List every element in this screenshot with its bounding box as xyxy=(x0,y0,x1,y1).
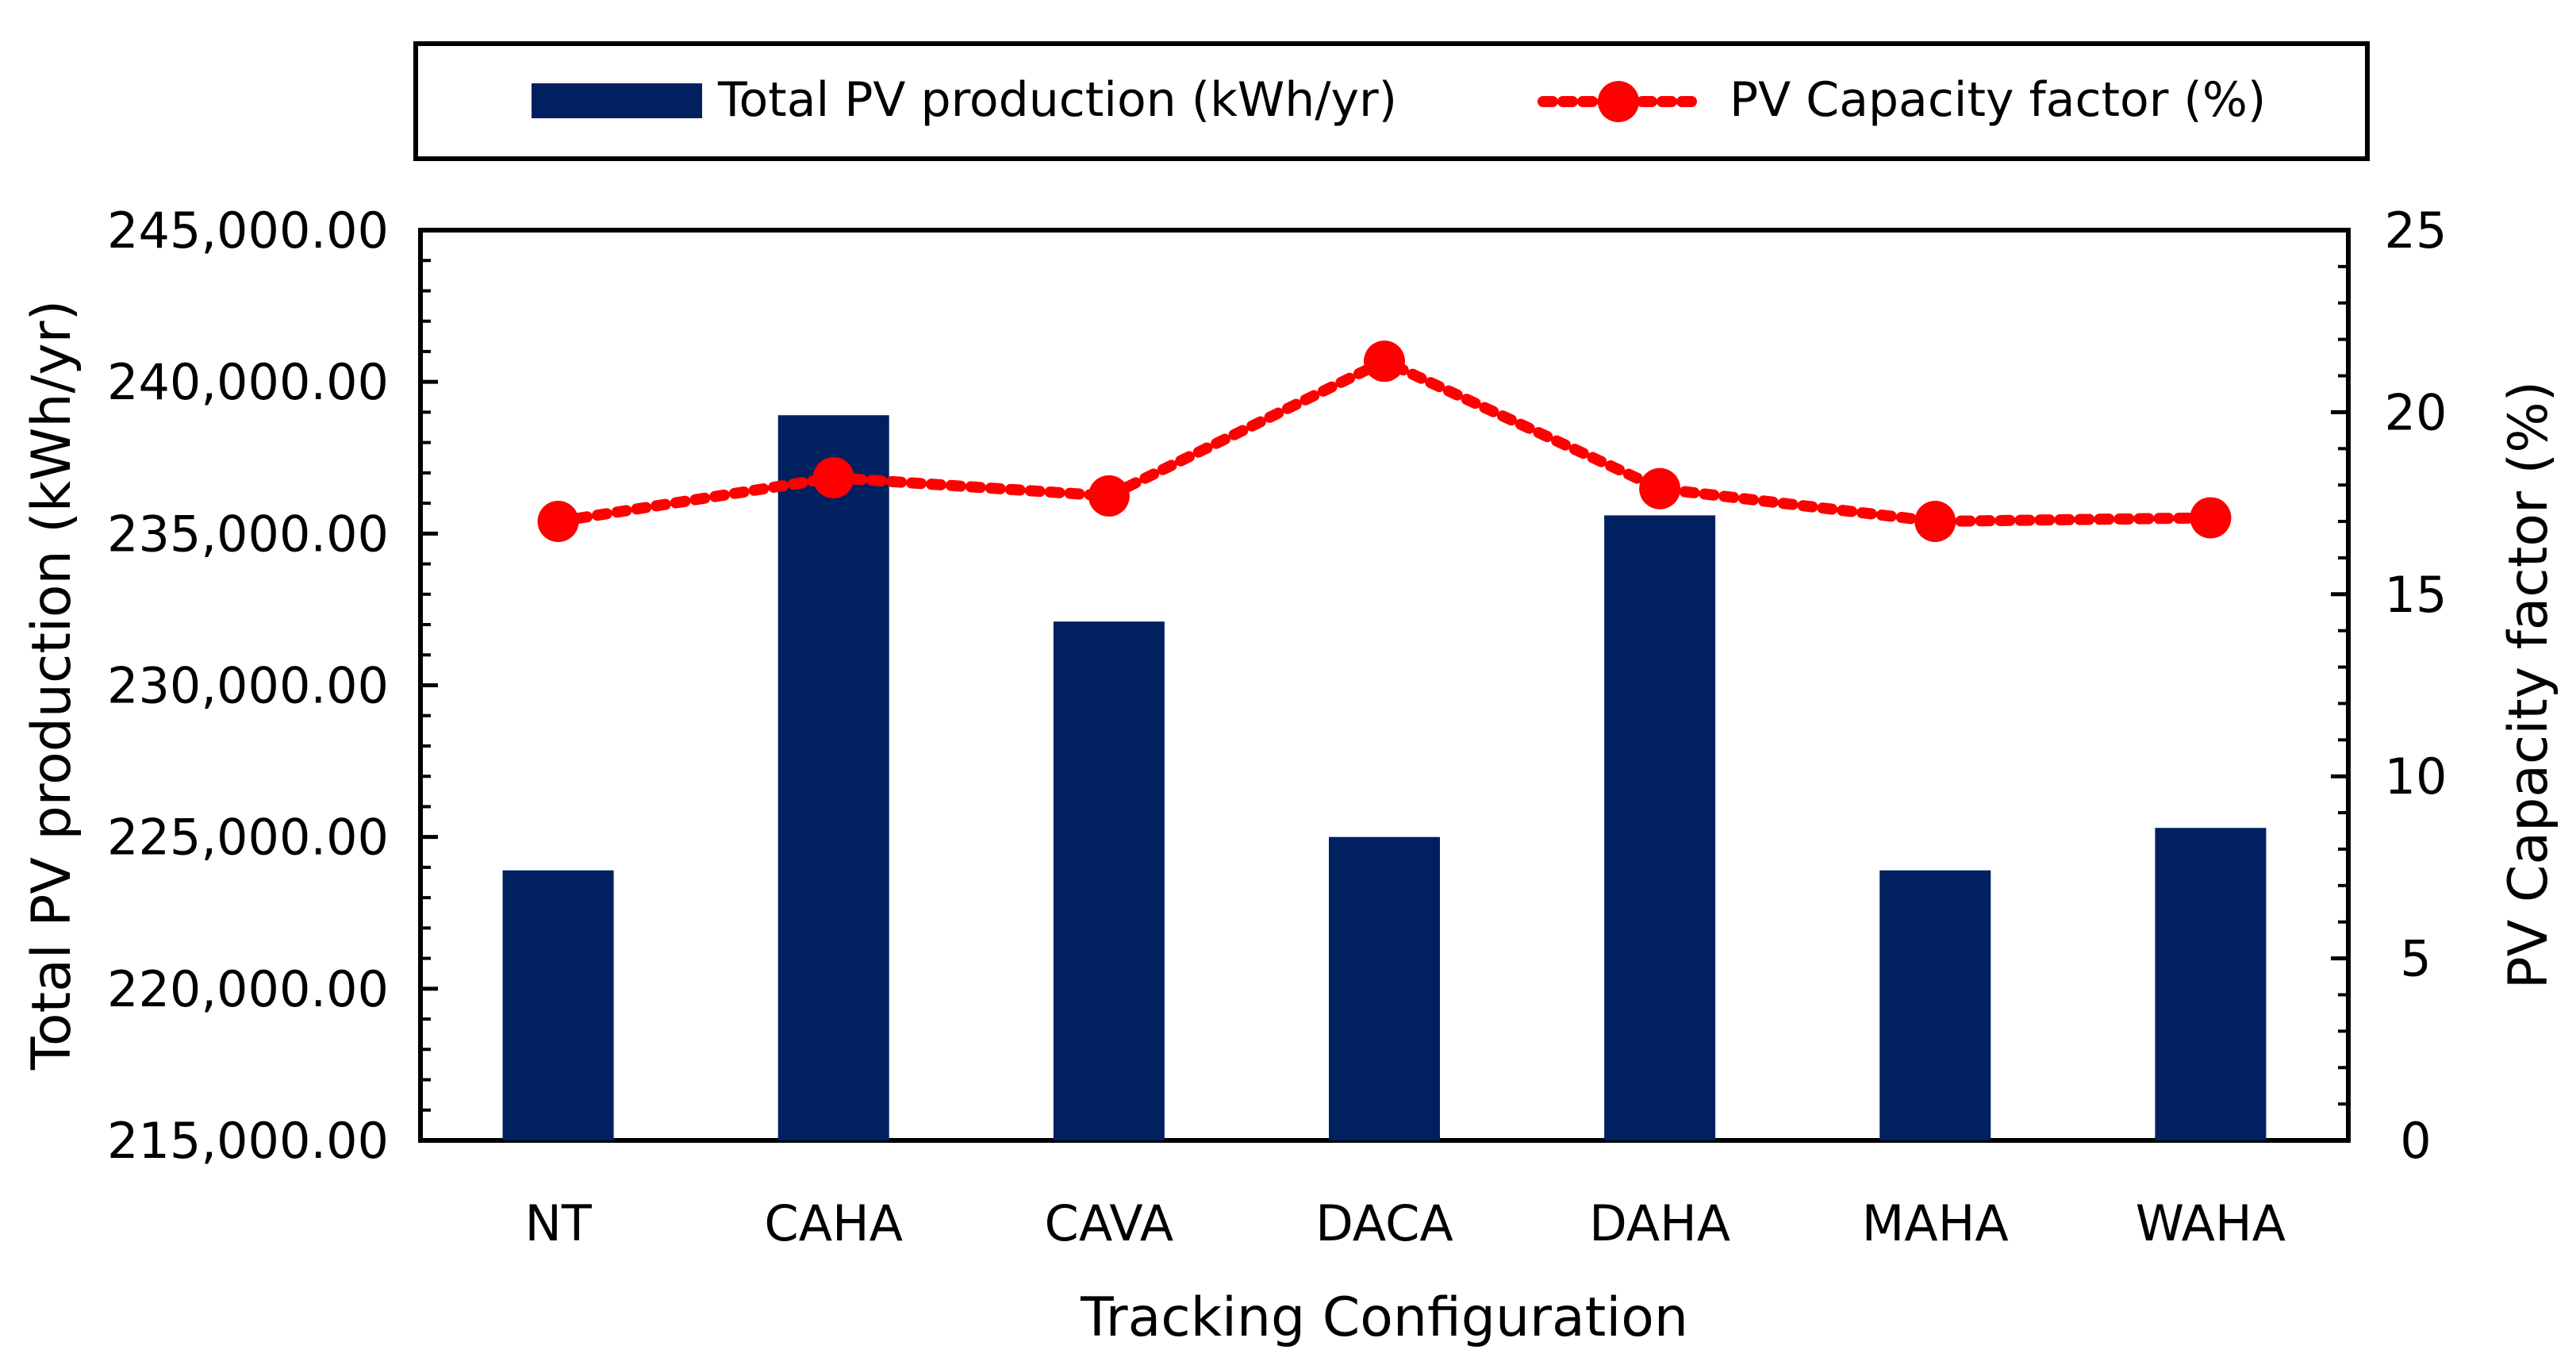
line-series xyxy=(537,340,2232,543)
left-tick-label: 235,000.00 xyxy=(107,505,389,563)
left-tick-label: 225,000.00 xyxy=(107,809,389,867)
left-axis-tick-labels: 215,000.00 220,000.00 225,000.00 230,000.00… xyxy=(107,202,389,1170)
bar-series xyxy=(502,415,2267,1140)
right-axis-title: PV Capacity factor (%) xyxy=(2497,381,2560,989)
bar-cava xyxy=(1053,621,1165,1140)
x-axis-tick-labels: NT CAHA CAVA DACA DAHA MAHA WAHA xyxy=(524,1194,2286,1252)
right-tick-label: 0 xyxy=(2400,1112,2431,1170)
left-axis-ticks xyxy=(420,228,438,1143)
point-maha xyxy=(1914,501,1956,543)
left-tick-label: 240,000.00 xyxy=(107,353,389,411)
right-tick-label: 10 xyxy=(2385,748,2447,806)
point-daca xyxy=(1364,340,1405,383)
left-tick-label: 245,000.00 xyxy=(107,202,389,260)
x-tick-label: DAHA xyxy=(1589,1194,1730,1252)
bar-maha xyxy=(1879,870,1991,1140)
bar-daha xyxy=(1604,515,1716,1140)
legend-bar-label: Total PV production (kWh/yr) xyxy=(717,72,1397,128)
point-daha xyxy=(1639,467,1681,509)
x-tick-label: DACA xyxy=(1315,1194,1453,1252)
right-axis-ticks xyxy=(2331,228,2348,1143)
left-tick-label: 215,000.00 xyxy=(107,1112,389,1170)
legend-line-label: PV Capacity factor (%) xyxy=(1729,72,2266,128)
point-nt xyxy=(537,501,579,543)
right-tick-label: 20 xyxy=(2385,383,2447,441)
x-tick-label: CAHA xyxy=(764,1194,903,1252)
x-tick-label: MAHA xyxy=(1862,1194,2009,1252)
left-tick-label: 230,000.00 xyxy=(107,657,389,715)
right-tick-label: 5 xyxy=(2400,930,2431,988)
bar-waha xyxy=(2155,828,2267,1140)
legend: Total PV production (kWh/yr) PV Capacity… xyxy=(413,41,2370,161)
x-tick-label: NT xyxy=(524,1194,592,1252)
x-axis-title: Tracking Configuration xyxy=(1080,1286,1688,1349)
x-tick-label: CAVA xyxy=(1045,1194,1174,1252)
point-caha xyxy=(812,456,854,498)
point-cava xyxy=(1088,475,1130,517)
legend-bar-swatch xyxy=(532,83,702,118)
right-axis-tick-labels: 0 5 10 15 20 25 xyxy=(2385,202,2447,1170)
bar-nt xyxy=(502,870,614,1140)
x-tick-label: WAHA xyxy=(2136,1194,2286,1252)
legend-box xyxy=(413,41,2370,161)
left-tick-label: 220,000.00 xyxy=(107,960,389,1018)
right-tick-label: 25 xyxy=(2385,202,2447,260)
bar-caha xyxy=(777,415,889,1140)
point-waha xyxy=(2190,497,2232,539)
legend-line-marker xyxy=(1598,81,1639,122)
bar-daca xyxy=(1329,836,1440,1140)
right-tick-label: 15 xyxy=(2385,566,2447,624)
left-axis-title: Total PV production (kWh/yr) xyxy=(21,300,83,1071)
